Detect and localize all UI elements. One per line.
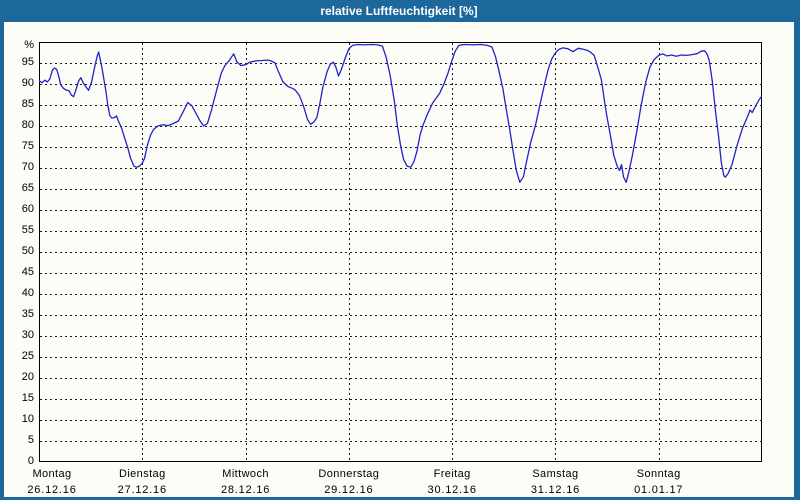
y-tick-label: 0 (27, 455, 34, 467)
title-bar: relative Luftfeuchtigkeit [%] (4, 0, 794, 22)
x-day-label: Freitag (433, 468, 471, 480)
y-tick-label: 90 (21, 77, 34, 89)
y-tick-label: 95 (21, 56, 34, 68)
humidity-line-chart (39, 42, 762, 462)
x-date-label: 26.12.16 (27, 484, 77, 496)
y-tick-label: 25 (21, 350, 34, 362)
x-day-label: Donnerstag (318, 468, 380, 480)
y-tick-label: 85 (21, 98, 34, 110)
y-tick-label: 40 (21, 287, 34, 299)
y-tick-label: 30 (21, 329, 34, 341)
x-date-label: 28.12.16 (220, 484, 271, 496)
x-day-label: Dienstag (118, 468, 166, 480)
humidity-series-line (39, 43, 762, 183)
x-date-label: 30.12.16 (427, 484, 477, 496)
y-tick-label: 35 (21, 308, 34, 320)
chart-title: relative Luftfeuchtigkeit [%] (320, 4, 478, 18)
y-tick-label: 10 (21, 413, 34, 425)
y-tick-label: 75 (21, 140, 34, 152)
y-tick-label: 60 (21, 203, 34, 215)
y-axis-unit-label: % (24, 39, 34, 51)
y-tick-label: 20 (21, 371, 34, 383)
y-tick-label: 15 (21, 392, 34, 404)
x-date-label: 27.12.16 (117, 484, 167, 496)
y-tick-label: 65 (21, 182, 34, 194)
x-day-label: Mittwoch (222, 468, 269, 480)
chart-region: % 0 5 10 15 20 25 30 35 40 45 50 55 60 65 70 75 80 85 90 95… (4, 22, 794, 497)
y-tick-label: 5 (27, 434, 34, 446)
gridlines (40, 43, 761, 461)
plot-border (39, 42, 762, 462)
x-day-label: Montag (32, 468, 72, 480)
x-date-label: 29.12.16 (324, 484, 374, 496)
x-date-label: 31.12.16 (530, 484, 581, 496)
y-tick-label: 55 (21, 224, 34, 236)
y-tick-label: 50 (21, 245, 34, 257)
y-tick-label: 80 (21, 119, 34, 131)
y-tick-label: 70 (21, 161, 34, 173)
y-tick-label: 45 (21, 266, 34, 278)
x-day-label: Sonntag (636, 468, 681, 480)
x-day-label: Samstag (532, 468, 579, 480)
x-date-label: 01.01.17 (634, 484, 684, 496)
